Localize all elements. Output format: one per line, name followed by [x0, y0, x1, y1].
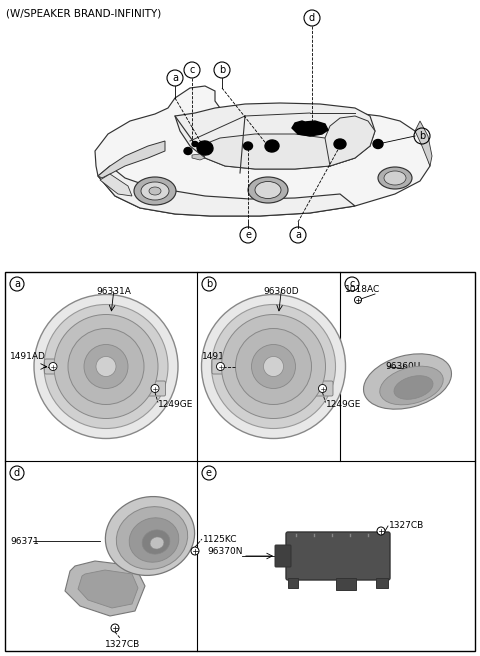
- Text: 96370N: 96370N: [207, 546, 242, 556]
- Circle shape: [191, 547, 199, 555]
- Circle shape: [212, 304, 336, 428]
- Ellipse shape: [255, 182, 281, 199]
- Circle shape: [221, 314, 325, 419]
- Circle shape: [202, 295, 346, 438]
- Text: b: b: [206, 279, 212, 289]
- Circle shape: [377, 527, 385, 535]
- Polygon shape: [192, 154, 205, 160]
- Text: 96360D: 96360D: [264, 287, 300, 296]
- Polygon shape: [100, 174, 132, 196]
- Circle shape: [34, 295, 178, 438]
- Ellipse shape: [334, 139, 346, 149]
- Text: e: e: [206, 468, 212, 478]
- Circle shape: [252, 344, 296, 388]
- Polygon shape: [288, 578, 298, 588]
- Text: 1491AD: 1491AD: [202, 352, 238, 361]
- Circle shape: [319, 384, 326, 392]
- Circle shape: [44, 304, 168, 428]
- Text: (W/SPEAKER BRAND-INFINITY): (W/SPEAKER BRAND-INFINITY): [6, 8, 161, 18]
- Ellipse shape: [197, 141, 213, 155]
- Circle shape: [84, 344, 128, 388]
- Ellipse shape: [380, 366, 443, 405]
- Text: a: a: [295, 230, 301, 240]
- Text: b: b: [219, 65, 225, 75]
- FancyBboxPatch shape: [275, 545, 291, 567]
- Text: 1125KC: 1125KC: [203, 535, 238, 544]
- Ellipse shape: [129, 518, 179, 562]
- FancyBboxPatch shape: [312, 381, 333, 396]
- Ellipse shape: [394, 376, 433, 400]
- Polygon shape: [376, 578, 388, 588]
- Ellipse shape: [116, 506, 188, 569]
- Text: 1018AC: 1018AC: [345, 285, 380, 294]
- Text: a: a: [14, 279, 20, 289]
- Polygon shape: [292, 121, 328, 136]
- Ellipse shape: [192, 142, 198, 146]
- Circle shape: [216, 363, 225, 371]
- Text: 96331A: 96331A: [96, 287, 132, 296]
- Polygon shape: [415, 121, 432, 166]
- FancyBboxPatch shape: [45, 359, 61, 374]
- Text: 1327CB: 1327CB: [389, 522, 424, 531]
- Ellipse shape: [141, 182, 169, 200]
- Text: 1249GE: 1249GE: [158, 400, 193, 409]
- Text: 1327CB: 1327CB: [106, 640, 141, 649]
- Circle shape: [49, 363, 57, 371]
- Text: b: b: [419, 131, 425, 141]
- Polygon shape: [98, 141, 165, 178]
- Text: a: a: [172, 73, 178, 83]
- Ellipse shape: [134, 177, 176, 205]
- Polygon shape: [98, 166, 355, 216]
- FancyBboxPatch shape: [286, 532, 390, 580]
- Polygon shape: [78, 570, 138, 608]
- Ellipse shape: [373, 140, 383, 148]
- Text: d: d: [14, 468, 20, 478]
- Polygon shape: [65, 561, 145, 616]
- Circle shape: [151, 384, 159, 392]
- Text: c: c: [349, 279, 355, 289]
- Text: c: c: [189, 65, 195, 75]
- Circle shape: [68, 329, 144, 405]
- Ellipse shape: [142, 530, 170, 554]
- Ellipse shape: [184, 148, 192, 155]
- Ellipse shape: [106, 497, 194, 575]
- Circle shape: [54, 314, 158, 419]
- Ellipse shape: [384, 171, 406, 185]
- Text: d: d: [309, 13, 315, 23]
- Ellipse shape: [265, 140, 279, 152]
- Ellipse shape: [149, 187, 161, 195]
- Ellipse shape: [248, 177, 288, 203]
- Circle shape: [96, 356, 116, 377]
- Text: 1249GE: 1249GE: [325, 400, 361, 409]
- Polygon shape: [175, 103, 375, 169]
- FancyBboxPatch shape: [212, 359, 229, 374]
- Polygon shape: [200, 134, 355, 169]
- Text: 96360U: 96360U: [385, 362, 420, 371]
- Ellipse shape: [150, 537, 164, 549]
- Circle shape: [355, 297, 361, 304]
- Text: 1491AD: 1491AD: [10, 352, 46, 361]
- Circle shape: [111, 624, 119, 632]
- Text: 96371: 96371: [10, 537, 39, 546]
- Circle shape: [236, 329, 312, 405]
- Ellipse shape: [363, 354, 452, 409]
- Ellipse shape: [378, 167, 412, 189]
- Polygon shape: [325, 116, 375, 166]
- Polygon shape: [95, 86, 430, 216]
- Polygon shape: [336, 578, 356, 590]
- Text: e: e: [245, 230, 251, 240]
- Circle shape: [264, 356, 284, 377]
- Ellipse shape: [243, 142, 252, 150]
- FancyBboxPatch shape: [144, 381, 166, 396]
